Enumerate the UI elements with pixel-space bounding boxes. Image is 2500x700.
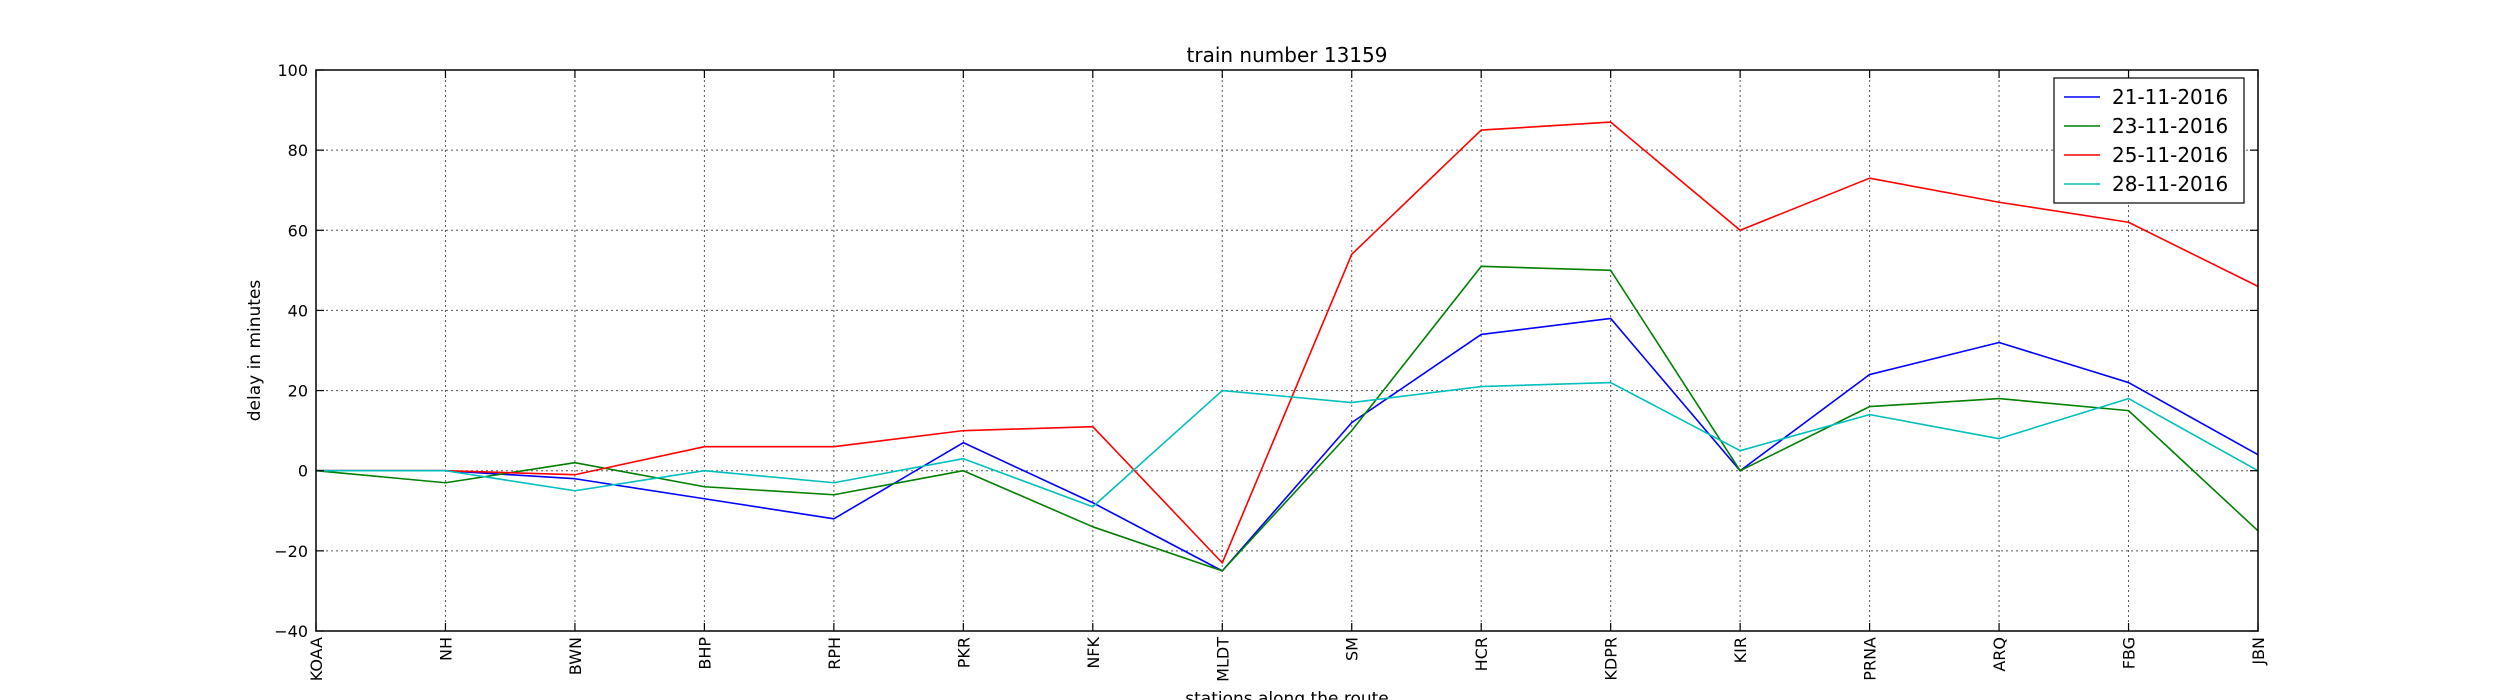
plot-frame [315,69,2259,632]
chart-title: train number 13159 [1187,43,1388,67]
legend-label: 23-11-2016 [2112,114,2228,138]
x-tick-label: PRNA [1861,637,1880,681]
y-tick-label: 60 [288,221,308,240]
x-tick-label: BWN [566,637,585,675]
x-tick-label: SM [1343,637,1362,661]
y-tick-label: 80 [288,141,308,160]
legend-label: 25-11-2016 [2112,143,2228,167]
x-tick-label: ARQ [1990,637,2009,672]
legend: 21-11-2016 23-11-2016 25-11-2016 28-11-2016 [2053,77,2245,204]
legend-box [2053,77,2245,204]
series-line [315,265,2259,572]
y-tick-label: −40 [274,622,308,641]
series-lines [315,121,2259,572]
x-tick-label: KIR [1731,637,1750,663]
y-tick-label: 0 [298,462,308,481]
x-tick-label: MLDT [1213,637,1232,682]
x-tick-label: KOAA [307,637,326,681]
x-tick-label: FBG [2120,637,2139,669]
series-line [316,381,2259,508]
legend-label: 28-11-2016 [2112,172,2228,196]
x-tick-label: JBN [2249,637,2268,666]
x-tick-label: KDPR [1602,637,1621,681]
x-tick-label: NH [436,637,455,661]
x-tick-label: BHP [695,637,714,670]
y-axis-label: delay in minutes [245,280,265,422]
series-line [316,317,2259,572]
y-tick-label: 40 [288,301,308,320]
y-axis-ticks: −40 −20 0 20 40 60 80 100 [274,61,2258,641]
legend-label: 21-11-2016 [2112,85,2228,109]
x-tick-label: PKR [954,637,973,668]
grid [316,70,2258,631]
y-tick-label: 100 [277,61,308,80]
x-axis-label: stations along the route [1185,689,1389,700]
x-tick-label: NFK [1084,637,1103,669]
x-tick-label: HCR [1472,637,1491,671]
y-tick-label: 20 [288,382,308,401]
x-axis-ticks: KOAA NH BWN BHP RPH PKR NFK MLDT SM HCR KDPR KIR PRN… [307,70,2268,682]
x-tick-label: RPH [825,637,844,670]
y-tick-label: −20 [274,542,308,561]
series-line [316,121,2259,564]
